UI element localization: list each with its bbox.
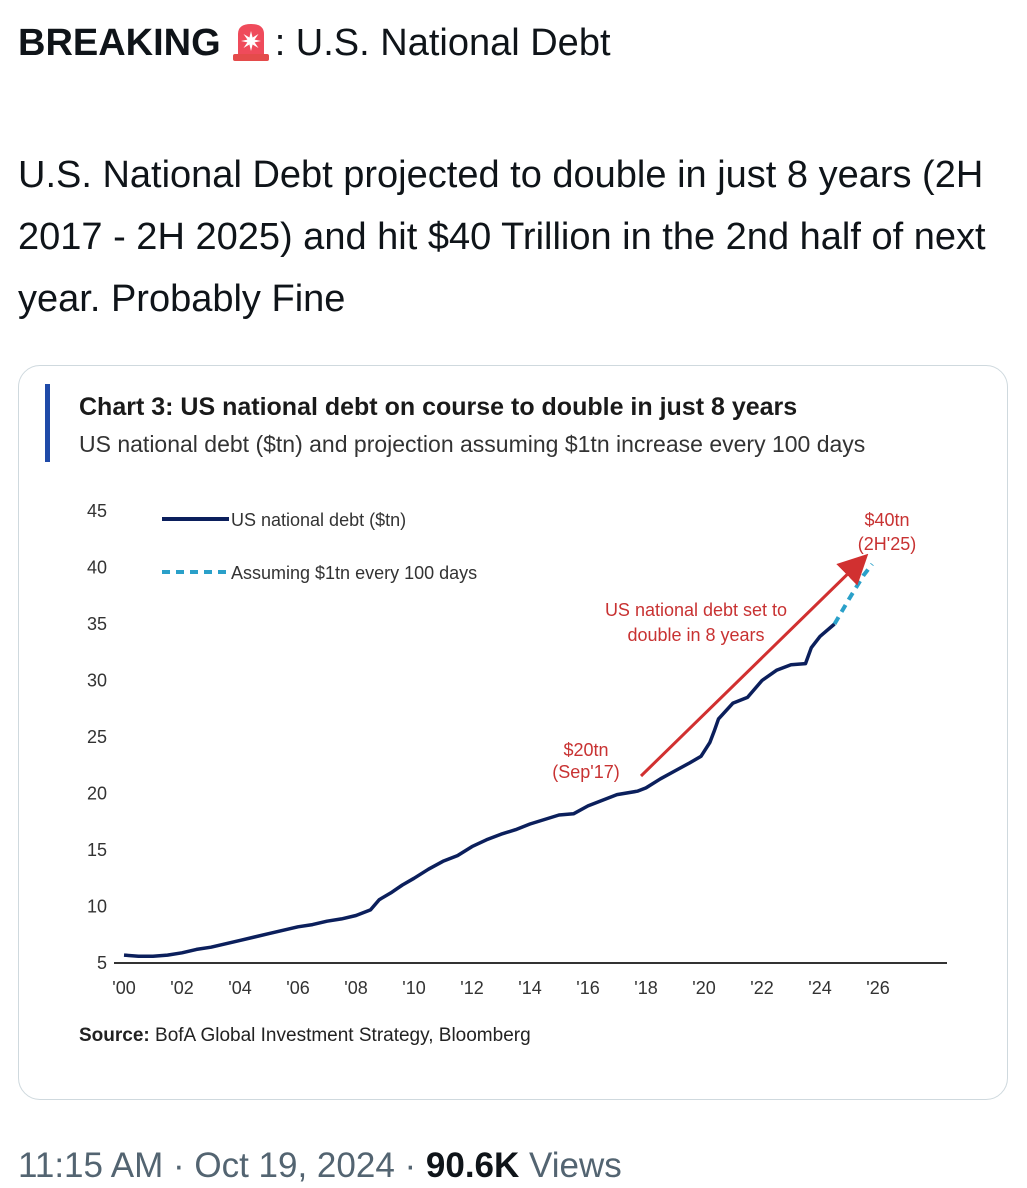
chart-card[interactable]: Chart 3: US national debt on course to d…: [18, 365, 1008, 1100]
x-tick-label: '14: [518, 978, 541, 998]
chart-legend: US national debt ($tn) Assuming $1tn eve…: [162, 510, 477, 583]
annotation-40tn-value: $40tn: [864, 510, 909, 530]
annotation-40tn-date: (2H'25): [858, 534, 916, 554]
chart-accent-bar: [45, 384, 50, 462]
tweet-headline: BREAKING : U.S. National Debt: [18, 18, 611, 68]
x-tick-label: '06: [286, 978, 309, 998]
legend-label-debt: US national debt ($tn): [231, 510, 406, 530]
y-tick-label: 35: [87, 614, 107, 634]
x-tick-label: '10: [402, 978, 425, 998]
chart-title: Chart 3: US national debt on course to d…: [79, 393, 797, 421]
headline-text: : U.S. National Debt: [274, 22, 611, 64]
views-label: Views: [519, 1146, 622, 1185]
annotation-double-line1: US national debt set to: [605, 600, 787, 620]
y-tick-label: 20: [87, 784, 107, 804]
x-tick-label: '08: [344, 978, 367, 998]
breaking-label: BREAKING: [18, 22, 221, 64]
projection-series-line: [832, 562, 874, 626]
y-tick-label: 10: [87, 897, 107, 917]
siren-icon: [232, 24, 269, 61]
legend-label-projection: Assuming $1tn every 100 days: [231, 563, 477, 583]
y-tick-label: 30: [87, 671, 107, 691]
x-tick-label: '24: [808, 978, 831, 998]
x-axis-ticks: '00 '02 '04 '06 '08 '10 '12 '14 '16 '18 '20 '22 '24 '…: [112, 978, 889, 998]
chart-annotations: $20tn (Sep'17) US national debt set to d…: [552, 510, 916, 782]
chart-source: Source: BofA Global Investment Strategy,…: [79, 1025, 531, 1046]
timestamp[interactable]: 11:15 AM · Oct 19, 2024 ·: [18, 1146, 426, 1185]
x-tick-label: '26: [866, 978, 889, 998]
annotation-double-line2: double in 8 years: [627, 625, 764, 645]
chart-subtitle: US national debt ($tn) and projection as…: [79, 431, 865, 457]
source-label: Source:: [79, 1025, 150, 1046]
debt-chart: Chart 3: US national debt on course to d…: [45, 384, 947, 1046]
annotation-20tn-date: (Sep'17): [552, 762, 619, 782]
debt-series-line: [123, 622, 836, 958]
views-count: 90.6K: [425, 1146, 520, 1185]
y-axis-ticks: 45 40 35 30 25 20 15 10 5: [87, 501, 107, 973]
x-tick-label: '20: [692, 978, 715, 998]
y-tick-label: 40: [87, 558, 107, 578]
x-tick-label: '04: [228, 978, 251, 998]
source-text: BofA Global Investment Strategy, Bloombe…: [150, 1025, 531, 1046]
y-tick-label: 25: [87, 727, 107, 747]
tweet-body: U.S. National Debt projected to double i…: [18, 154, 986, 320]
x-tick-label: '02: [170, 978, 193, 998]
x-tick-label: '22: [750, 978, 773, 998]
tweet-meta: 11:15 AM · Oct 19, 2024 · 90.6K Views: [18, 1144, 622, 1188]
y-tick-label: 45: [87, 501, 107, 521]
y-tick-label: 15: [87, 840, 107, 860]
trend-arrow: [639, 553, 869, 778]
y-tick-label: 5: [97, 953, 107, 973]
x-tick-label: '00: [112, 978, 135, 998]
x-tick-label: '18: [634, 978, 657, 998]
x-tick-label: '12: [460, 978, 483, 998]
annotation-20tn-value: $20tn: [563, 740, 608, 760]
x-tick-label: '16: [576, 978, 599, 998]
